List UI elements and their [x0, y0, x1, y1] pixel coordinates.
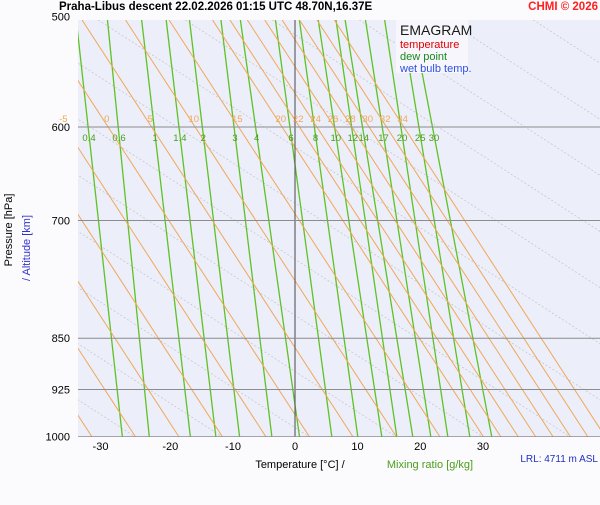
svg-text:20: 20	[414, 441, 426, 453]
svg-text:Pressure [hPa]: Pressure [hPa]	[3, 194, 15, 267]
svg-text:1.4: 1.4	[173, 133, 186, 144]
svg-text:4: 4	[254, 133, 259, 144]
svg-text:0.4: 0.4	[82, 133, 95, 144]
svg-text:10: 10	[331, 133, 342, 144]
svg-text:-10: -10	[225, 441, 241, 453]
svg-text:12: 12	[348, 133, 359, 144]
svg-text:2: 2	[201, 133, 206, 144]
svg-text:0: 0	[292, 441, 298, 453]
svg-text:850: 850	[52, 333, 70, 345]
svg-text:22: 22	[293, 114, 304, 125]
svg-text:24: 24	[310, 114, 321, 125]
svg-text:25: 25	[415, 133, 426, 144]
svg-text:30: 30	[477, 441, 489, 453]
svg-text:1000: 1000	[46, 432, 70, 444]
svg-text:30: 30	[363, 114, 374, 125]
svg-text:28: 28	[345, 114, 356, 125]
svg-text:8: 8	[313, 133, 318, 144]
svg-text:500: 500	[52, 12, 70, 24]
svg-text:-30: -30	[93, 441, 109, 453]
svg-text:3: 3	[232, 133, 237, 144]
svg-text:700: 700	[52, 215, 70, 227]
svg-text:CHMI © 2026: CHMI © 2026	[528, 1, 598, 13]
svg-text:26: 26	[328, 114, 339, 125]
svg-text:10: 10	[189, 114, 200, 125]
svg-text:1: 1	[152, 133, 157, 144]
svg-text:15: 15	[232, 114, 243, 125]
svg-text:34: 34	[397, 114, 408, 125]
svg-text:925: 925	[52, 384, 70, 396]
svg-text:20: 20	[397, 133, 408, 144]
svg-text:Mixing ratio [g/kg]: Mixing ratio [g/kg]	[387, 459, 473, 471]
svg-text:/ Altitude [km]: / Altitude [km]	[21, 215, 33, 281]
svg-text:Praha-Libus descent 22.02.: Praha-Libus descent 22.02.2026 01:15 UTC…	[59, 1, 373, 13]
svg-text:30: 30	[429, 133, 440, 144]
svg-text:-20: -20	[162, 441, 178, 453]
svg-text:10: 10	[351, 441, 363, 453]
svg-text:EMAGRAM: EMAGRAM	[400, 22, 472, 38]
svg-text:5: 5	[148, 114, 153, 125]
svg-text:wet bulb temp.: wet bulb temp.	[399, 63, 472, 75]
svg-text:0.6: 0.6	[112, 133, 125, 144]
svg-text:17: 17	[378, 133, 389, 144]
svg-text:0: 0	[104, 114, 109, 125]
svg-text:6: 6	[288, 133, 293, 144]
svg-text:20: 20	[276, 114, 287, 125]
svg-text:temperature: temperature	[400, 39, 459, 51]
svg-text:dew point: dew point	[400, 51, 447, 63]
svg-text:LRL: 4711 m ASL: LRL: 4711 m ASL	[520, 454, 598, 465]
svg-text:32: 32	[380, 114, 391, 125]
svg-text:14: 14	[359, 133, 370, 144]
svg-text:600: 600	[52, 122, 70, 134]
svg-text:Temperature [°C] /: Temperature [°C] /	[255, 459, 345, 471]
